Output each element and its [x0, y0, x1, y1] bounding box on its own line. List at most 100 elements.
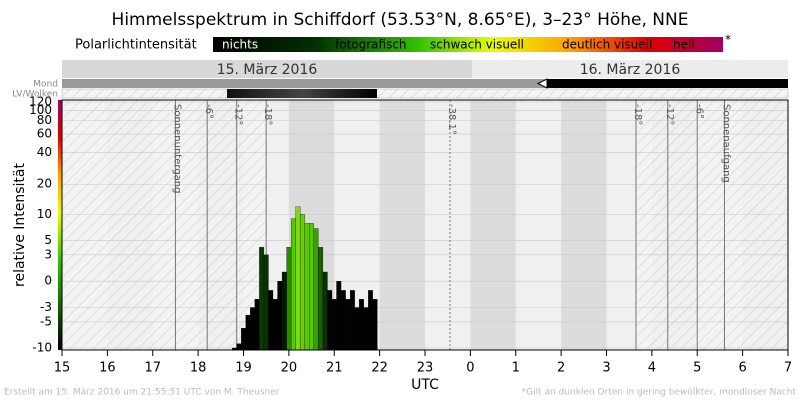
x-tick-label: 16 — [99, 361, 116, 376]
footer-left: Erstellt am 15. März 2016 um 21:55:51 UT… — [4, 388, 280, 398]
legend-label: Polarlichtintensität — [75, 38, 197, 53]
date-label: 15. März 2016 — [217, 62, 318, 78]
x-tick-label: 19 — [235, 361, 252, 376]
bar — [263, 254, 269, 351]
footer-right: *Gilt an dunklen Orten in gering bewölkt… — [522, 388, 797, 398]
date-bar — [472, 60, 788, 78]
hour-band — [470, 100, 516, 350]
annotation-label: Sonnenaufgang — [720, 104, 731, 183]
x-tick-label: 2 — [557, 361, 565, 376]
x-tick-label: 23 — [417, 361, 434, 376]
x-tick-label: 22 — [371, 361, 388, 376]
x-axis-label: UTC — [411, 377, 439, 393]
y-tick-label: 3 — [44, 247, 52, 261]
x-tick-label: 21 — [326, 361, 343, 376]
hour-band — [379, 100, 425, 350]
bar — [245, 314, 251, 351]
bar — [286, 247, 292, 351]
row-label: LV/Wolken — [12, 90, 58, 100]
legend-item: hell — [673, 38, 695, 52]
twilight — [635, 100, 788, 350]
legend-colorbar — [213, 37, 723, 52]
x-tick-label: 18 — [190, 361, 207, 376]
bar — [300, 214, 305, 351]
x-tick-label: 20 — [281, 361, 298, 376]
moon-row — [62, 79, 788, 88]
bar — [349, 290, 355, 351]
annotation-label: -12° — [233, 104, 244, 125]
date-label: 16. März 2016 — [580, 62, 681, 78]
bar — [318, 247, 324, 351]
hour-band — [561, 100, 607, 350]
y-tick-label: 5 — [44, 233, 52, 247]
bar — [290, 218, 296, 351]
x-tick-label: 15 — [54, 361, 71, 376]
cloud-row — [61, 88, 789, 99]
y-axis-label: relative Intensität — [12, 163, 28, 287]
legend-note: * — [725, 33, 731, 47]
bar — [368, 290, 373, 351]
bar — [359, 299, 364, 351]
moon-row — [546, 79, 788, 88]
bar — [304, 223, 310, 351]
x-tick-label: 3 — [602, 361, 610, 376]
bar — [309, 223, 314, 351]
cloud-row — [227, 89, 377, 98]
bar — [340, 290, 346, 351]
annotation-label: -18° — [262, 104, 273, 125]
twilight — [62, 100, 267, 350]
bar — [354, 307, 360, 351]
bar — [363, 307, 369, 351]
date-bar — [62, 60, 472, 78]
annotation-label: -6° — [693, 104, 704, 119]
bar — [277, 281, 283, 351]
bar — [281, 271, 287, 351]
legend-item: nichts — [222, 38, 258, 52]
plot-area: Sonnenuntergang -6° -12° -18° -38.1° -18° -12°… — [61, 99, 789, 351]
bar — [250, 307, 255, 351]
y-tick-label: -3 — [40, 300, 52, 314]
bar — [241, 328, 246, 351]
annotation-label: -18° — [632, 104, 643, 125]
y-tick-label: -10 — [32, 341, 52, 355]
y-colorbar — [58, 100, 64, 350]
x-tick-label: 1 — [512, 361, 520, 376]
bar — [236, 343, 242, 351]
x-tick-label: 5 — [693, 361, 701, 376]
x-tick-label: 7 — [784, 361, 792, 376]
legend-item: deutlich visuell — [562, 38, 652, 52]
row-label: Mond — [33, 80, 58, 90]
bar — [268, 290, 274, 351]
annotation-label: -38.1° — [446, 104, 457, 135]
bar — [272, 299, 278, 351]
legend-item: fotografisch — [335, 38, 407, 52]
bar — [327, 290, 333, 351]
y-tick-label: 120 — [29, 95, 52, 109]
bar — [313, 228, 319, 351]
bar — [331, 299, 337, 351]
y-tick-label: 60 — [37, 127, 52, 141]
bar — [254, 299, 260, 351]
x-tick-label: 4 — [648, 361, 656, 376]
y-tick-label: 10 — [37, 207, 52, 221]
moon-marker — [536, 78, 548, 89]
y-tick-label: 80 — [37, 113, 52, 127]
bar — [345, 299, 351, 351]
y-tick-label: 40 — [37, 145, 52, 159]
x-tick-label: 17 — [144, 361, 161, 376]
legend-item: schwach visuell — [430, 38, 524, 52]
bar — [322, 271, 328, 351]
annotation-label: Sonnenuntergang — [171, 104, 182, 193]
y-tick-label: 0 — [44, 274, 52, 288]
bar — [372, 299, 378, 351]
bar — [259, 247, 265, 351]
x-tick-label: 6 — [738, 361, 746, 376]
y-tick-label: 100 — [29, 103, 52, 117]
annotation-label: -12° — [664, 104, 675, 125]
annotation-label: -6° — [203, 104, 214, 119]
y-tick-label: -5 — [40, 314, 52, 328]
bar — [336, 281, 342, 351]
x-tick-label: 0 — [466, 361, 474, 376]
bar — [295, 206, 301, 351]
